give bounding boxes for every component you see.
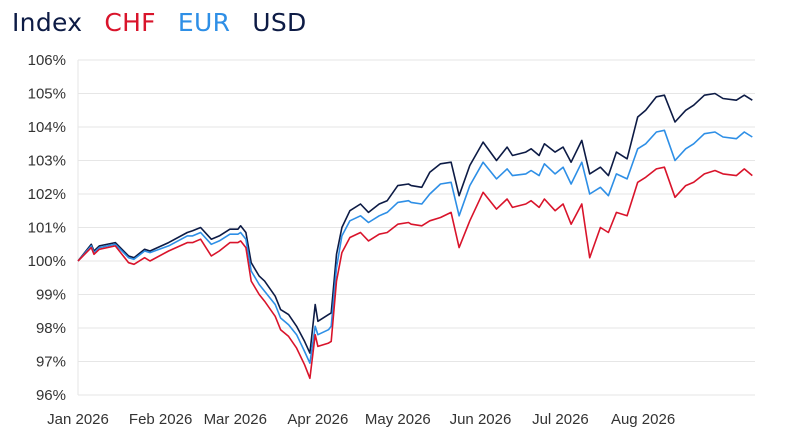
x-tick-label: Mar 2026: [204, 411, 267, 428]
y-tick-label: 101%: [28, 220, 66, 237]
x-tick-label: Feb 2026: [129, 411, 192, 428]
y-tick-label: 99%: [36, 287, 66, 304]
series-line-chf: [77, 166, 753, 380]
y-tick-label: 100%: [28, 253, 66, 270]
x-tick-label: Jun 2026: [450, 411, 512, 428]
legend-item-usd[interactable]: USD: [252, 8, 307, 37]
y-tick-label: 102%: [28, 186, 66, 203]
y-axis-ticks: 96% 97% 98% 99% 100% 101% 102% 103% 104% 105% 106%: [28, 52, 66, 404]
y-tick-label: 98%: [36, 320, 66, 337]
y-tick-label: 105%: [28, 86, 66, 103]
series-line-eur: [77, 129, 753, 365]
y-tick-label: 106%: [28, 52, 66, 69]
gridlines: [77, 59, 755, 396]
y-tick-label: 96%: [36, 387, 66, 404]
legend-title: Index: [12, 8, 83, 37]
x-tick-label: Jul 2026: [532, 411, 589, 428]
legend-item-eur[interactable]: EUR: [177, 8, 231, 37]
y-tick-label: 104%: [28, 119, 66, 136]
x-axis-ticks: Jan 2026 Feb 2026 Mar 2026 Apr 2026 May 2026…: [47, 411, 675, 428]
series-line-usd: [77, 92, 753, 354]
legend: Index CHF EUR USD: [12, 6, 307, 40]
legend-item-chf[interactable]: CHF: [104, 8, 156, 37]
series-lines: [77, 92, 753, 380]
x-tick-label: Jan 2026: [47, 411, 109, 428]
x-tick-label: Aug 2026: [611, 411, 675, 428]
y-tick-label: 97%: [36, 354, 66, 371]
x-tick-label: May 2026: [365, 411, 431, 428]
x-tick-label: Apr 2026: [287, 411, 348, 428]
y-tick-label: 103%: [28, 153, 66, 170]
